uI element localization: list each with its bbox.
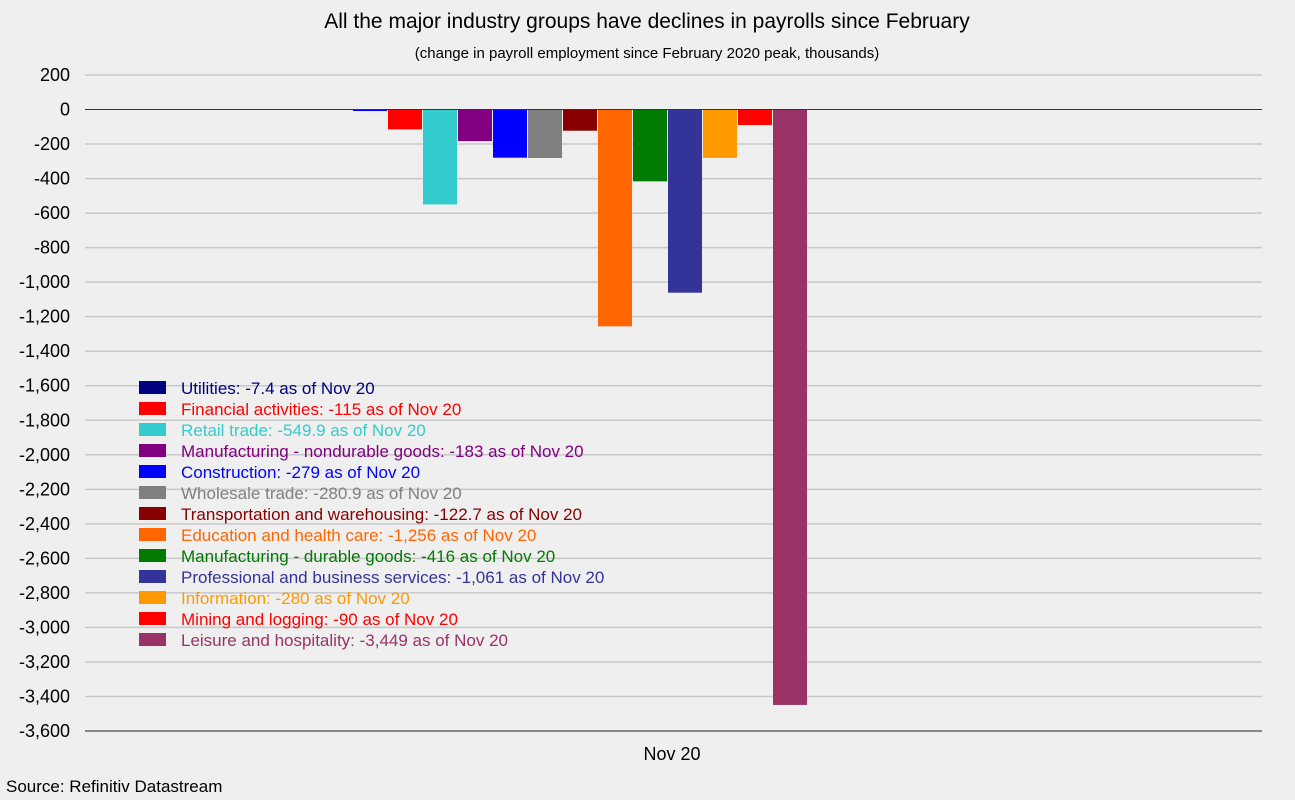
- bar-manufacturing-nondurable-goods: [458, 109, 492, 142]
- y-tick-label: -1,000: [19, 272, 70, 292]
- bar-transportation-and-warehousing: [563, 109, 597, 131]
- y-tick-label: 200: [40, 65, 70, 85]
- chart-title: All the major industry groups have decli…: [324, 10, 970, 33]
- legend-swatch: [139, 612, 166, 625]
- legend-label: Manufacturing - nondurable goods: -183 a…: [181, 442, 584, 461]
- y-tick-label: 0: [60, 100, 70, 120]
- legend-label: Wholesale trade: -280.9 as of Nov 20: [181, 484, 462, 503]
- legend-label: Utilities: -7.4 as of Nov 20: [181, 379, 375, 398]
- bar-construction: [493, 109, 527, 158]
- legend-swatch: [139, 486, 166, 499]
- y-tick-label: -200: [34, 134, 70, 154]
- legend-swatch: [139, 444, 166, 457]
- legend-label: Transportation and warehousing: -122.7 a…: [181, 505, 582, 524]
- legend-label: Financial activities: -115 as of Nov 20: [181, 400, 461, 419]
- legend-swatch: [139, 633, 166, 646]
- legend-label: Mining and logging: -90 as of Nov 20: [181, 610, 458, 629]
- legend-label: Education and health care: -1,256 as of …: [181, 526, 536, 545]
- y-tick-label: -2,400: [19, 514, 70, 534]
- bar-leisure-and-hospitality: [773, 109, 807, 705]
- y-tick-label: -1,600: [19, 376, 70, 396]
- y-tick-label: -600: [34, 203, 70, 223]
- bar-manufacturing-durable-goods: [633, 109, 667, 182]
- legend-label: Manufacturing - durable goods: -416 as o…: [181, 547, 555, 566]
- gridlines: [85, 74, 1262, 732]
- y-tick-label: -400: [34, 169, 70, 189]
- y-tick-label: -3,400: [19, 686, 70, 706]
- legend-label: Information: -280 as of Nov 20: [181, 589, 410, 608]
- y-tick-label: -1,800: [19, 410, 70, 430]
- legend-swatch: [139, 528, 166, 541]
- y-axis-ticks: 200 0 -200 -400 -600 -800 -1,000 -1,200 -1,400 -1…: [19, 65, 70, 741]
- legend-label: Construction: -279 as of Nov 20: [181, 463, 420, 482]
- bar-education-and-health-care: [598, 109, 632, 327]
- bar-financial-activities: [388, 109, 422, 130]
- chart-subtitle: (change in payroll employment since Febr…: [415, 45, 879, 62]
- y-tick-label: -2,600: [19, 548, 70, 568]
- legend-label: Leisure and hospitality: -3,449 as of No…: [181, 631, 508, 650]
- y-tick-label: -3,600: [19, 721, 70, 741]
- x-tick-label: Nov 20: [643, 744, 700, 764]
- legend: Utilities: -7.4 as of Nov 20 Financial ac…: [139, 379, 604, 650]
- legend-swatch: [139, 507, 166, 520]
- bar-information: [703, 109, 737, 158]
- bar-professional-and-business-services: [668, 109, 702, 293]
- bar-retail-trade: [423, 109, 457, 205]
- y-tick-label: -2,800: [19, 583, 70, 603]
- bar-mining-and-logging: [738, 109, 772, 126]
- source-note: Source: Refinitiv Datastream: [6, 777, 222, 796]
- y-tick-label: -800: [34, 238, 70, 258]
- legend-swatch: [139, 591, 166, 604]
- y-tick-label: -2,000: [19, 445, 70, 465]
- legend-swatch: [139, 549, 166, 562]
- y-tick-label: -1,200: [19, 307, 70, 327]
- y-tick-label: -3,000: [19, 617, 70, 637]
- bars: [353, 109, 807, 705]
- legend-swatch: [139, 465, 166, 478]
- bar-wholesale-trade: [528, 109, 562, 159]
- legend-label: Professional and business services: -1,0…: [181, 568, 604, 587]
- legend-swatch: [139, 423, 166, 436]
- legend-swatch: [139, 570, 166, 583]
- y-tick-label: -1,400: [19, 341, 70, 361]
- bar-utilities: [353, 109, 387, 112]
- y-tick-label: -3,200: [19, 652, 70, 672]
- legend-swatch: [139, 381, 166, 394]
- y-tick-label: -2,200: [19, 479, 70, 499]
- legend-label: Retail trade: -549.9 as of Nov 20: [181, 421, 426, 440]
- legend-swatch: [139, 402, 166, 415]
